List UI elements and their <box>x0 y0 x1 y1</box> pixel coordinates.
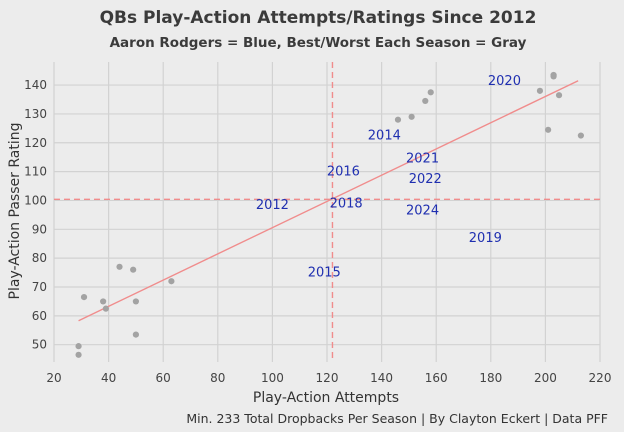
y-tick-label: 130 <box>24 107 47 121</box>
x-tick-label: 140 <box>370 371 393 385</box>
gray-point <box>536 87 544 94</box>
gray-point <box>130 266 137 273</box>
rodgers-year-label: 2012 <box>256 198 289 213</box>
y-tick-labels: 50 60 70 80 90 100 110 120 130 140 <box>24 78 47 352</box>
y-tick-label: 140 <box>24 78 47 92</box>
gray-point <box>102 305 109 312</box>
x-tick-label: 60 <box>156 371 171 385</box>
gray-point <box>394 116 402 123</box>
gray-point <box>550 73 557 80</box>
trendline <box>78 80 579 322</box>
gray-point <box>116 263 123 270</box>
gray-point <box>100 298 107 305</box>
y-tick-label: 110 <box>24 165 47 179</box>
y-axis-label: Play-Action Passer Rating <box>7 123 23 300</box>
gray-point <box>75 351 82 358</box>
y-tick-label: 70 <box>32 280 47 294</box>
x-tick-label: 20 <box>46 371 61 385</box>
x-axis-label: Play-Action Attempts <box>253 390 399 406</box>
chart-title: QBs Play-Action Attempts/Ratings Since 2… <box>100 8 537 28</box>
rodgers-year-label: 2020 <box>488 74 521 89</box>
rodgers-year-labels: 2012 2014 2015 2016 2018 2019 2020 2021 2022 2024 <box>256 74 521 281</box>
x-tick-label: 180 <box>479 371 502 385</box>
trendline-group <box>78 80 579 322</box>
x-tick-label: 40 <box>101 371 116 385</box>
chart-caption: Min. 233 Total Dropbacks Per Season | By… <box>186 411 608 426</box>
gray-point <box>168 278 175 285</box>
gray-point <box>555 92 563 99</box>
rodgers-year-label: 2021 <box>406 152 439 167</box>
gray-point <box>80 293 88 301</box>
gray-point <box>422 97 429 105</box>
x-tick-label: 160 <box>425 371 448 385</box>
y-tick-label: 100 <box>24 193 47 207</box>
rodgers-year-label: 2014 <box>368 129 401 144</box>
x-tick-label: 200 <box>534 371 557 385</box>
x-tick-label: 220 <box>589 371 612 385</box>
rodgers-year-label: 2019 <box>469 231 502 246</box>
reference-lines <box>54 62 600 362</box>
rodgers-year-label: 2018 <box>330 196 363 211</box>
grid <box>53 62 601 362</box>
gray-point <box>132 331 139 338</box>
rodgers-year-label: 2022 <box>409 172 442 187</box>
rodgers-year-label: 2015 <box>308 266 341 281</box>
y-tick-label: 80 <box>32 251 47 265</box>
rodgers-year-label: 2016 <box>327 165 360 180</box>
y-tick-label: 50 <box>32 338 47 352</box>
gray-point <box>577 132 584 139</box>
gray-point <box>408 113 415 120</box>
gray-point <box>132 298 139 305</box>
gray-point <box>75 343 82 350</box>
chart-subtitle: Aaron Rodgers = Blue, Best/Worst Each Se… <box>110 35 527 51</box>
gray-point <box>427 89 434 96</box>
gray-points <box>75 71 584 358</box>
gray-point <box>545 126 552 133</box>
x-tick-label: 100 <box>261 371 284 385</box>
y-tick-label: 60 <box>32 309 47 323</box>
x-tick-label: 120 <box>316 371 339 385</box>
y-tick-label: 120 <box>24 136 47 150</box>
rodgers-year-label: 2024 <box>406 204 439 219</box>
y-tick-label: 90 <box>32 222 47 236</box>
x-tick-label: 80 <box>210 371 225 385</box>
x-tick-labels: 20 40 60 80 100 120 140 160 180 200 220 <box>46 371 611 385</box>
